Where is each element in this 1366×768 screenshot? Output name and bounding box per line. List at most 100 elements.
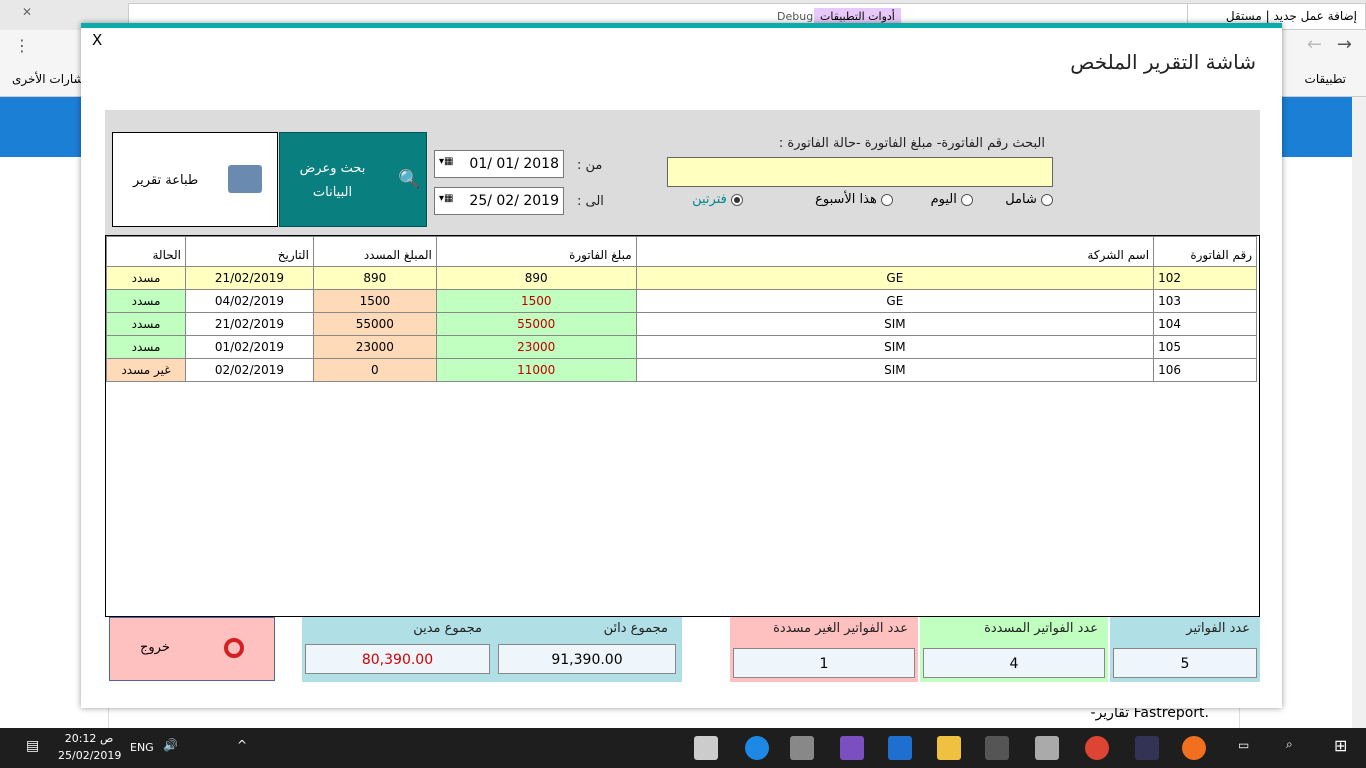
col-amount[interactable]: مبلغ الفاتورة <box>435 236 637 267</box>
volume-icon[interactable]: 🔊 <box>163 738 178 752</box>
cell-date[interactable]: 01/02/2019 <box>184 335 314 359</box>
radio-today[interactable]: اليوم <box>931 192 973 207</box>
from-label: من : <box>577 158 603 173</box>
cell-paid[interactable]: 890 <box>312 266 437 290</box>
app-icon[interactable] <box>1035 736 1059 760</box>
page-scrollbar[interactable] <box>1352 97 1366 728</box>
close-icon[interactable]: ✕ <box>22 5 33 19</box>
cell-paid[interactable]: 55000 <box>312 312 437 336</box>
cell-company[interactable]: GE <box>635 266 1155 290</box>
radio-all[interactable]: شامل <box>1005 192 1053 207</box>
cell-date[interactable]: 21/02/2019 <box>184 266 314 290</box>
col-company[interactable]: اسم الشركة <box>635 236 1155 267</box>
browser-tab-bar: إضافة عمل جديد | مستقل أدوات التطبيقات D… <box>0 0 1366 30</box>
radio-week[interactable]: هذا الأسبوع <box>815 192 893 207</box>
back-icon[interactable]: → <box>1336 34 1352 55</box>
cell-date[interactable]: 04/02/2019 <box>184 289 314 313</box>
col-invoice-number[interactable]: رقم الفاتورة <box>1153 236 1257 267</box>
cell-date[interactable]: 21/02/2019 <box>184 312 314 336</box>
forward-icon[interactable]: ← <box>1306 34 1322 55</box>
app-icon-2[interactable] <box>1135 736 1159 760</box>
cell-status[interactable]: مسدد <box>106 266 186 290</box>
cell-status[interactable]: مسدد <box>106 289 186 313</box>
notepad-icon[interactable] <box>694 736 718 760</box>
calendar-dropdown-icon[interactable]: ▾▦ <box>439 156 454 167</box>
edge-icon[interactable] <box>888 736 912 760</box>
printer-icon <box>228 165 262 193</box>
exit-label: خروج <box>140 640 170 655</box>
cell-status[interactable]: مسدد <box>106 335 186 359</box>
table-row[interactable]: 103 GE 1500 1500 04/02/2019 مسدد <box>106 289 1257 313</box>
from-date-picker[interactable]: ▾▦ 01/ 01/ 2018 <box>434 150 564 178</box>
table-row[interactable]: 102 GE 890 890 21/02/2019 مسدد <box>106 266 1257 290</box>
radio-icon-checked[interactable] <box>731 193 743 206</box>
search-label: البحث رقم الفاتورة- مبلغ الفاتورة -حالة … <box>778 136 1045 151</box>
language-indicator[interactable]: ENG <box>130 741 154 754</box>
radio-two-periods[interactable]: فترتين <box>692 192 743 207</box>
database-icon[interactable] <box>790 736 814 760</box>
table-row[interactable]: 105 SIM 23000 23000 01/02/2019 مسدد <box>106 335 1257 359</box>
search-icon[interactable]: ⌕ <box>1286 737 1293 751</box>
chrome-icon[interactable] <box>1085 736 1109 760</box>
table-row[interactable]: 106 SIM 11000 0 02/02/2019 غير مسدد <box>106 358 1257 382</box>
col-status[interactable]: الحالة <box>106 236 186 267</box>
cell-invoice-number[interactable]: 106 <box>1153 358 1257 382</box>
visual-studio-icon[interactable] <box>840 736 864 760</box>
vs-window: أدوات التطبيقات Debug <box>128 3 1188 25</box>
task-view-icon[interactable]: ▭ <box>1238 738 1250 752</box>
radio-icon[interactable] <box>881 193 893 206</box>
col-date[interactable]: التاريخ <box>184 236 314 267</box>
teamviewer-icon[interactable] <box>745 736 769 760</box>
cell-invoice-number[interactable]: 103 <box>1153 289 1257 313</box>
tools-icon[interactable] <box>985 736 1009 760</box>
radio-icon[interactable] <box>961 193 973 206</box>
calendar-dropdown-icon[interactable]: ▾▦ <box>439 193 454 204</box>
cell-invoice-number[interactable]: 102 <box>1153 266 1257 290</box>
power-icon <box>224 638 244 658</box>
invoice-count-value: 5 <box>1113 648 1257 678</box>
exit-button[interactable]: خروج <box>109 617 275 681</box>
table-row[interactable]: 104 SIM 55000 55000 21/02/2019 مسدد <box>106 312 1257 336</box>
unpaid-count-box: عدد الفواتير الغير مسددة 1 <box>730 617 918 682</box>
radio-icon[interactable] <box>1041 193 1053 206</box>
cell-company[interactable]: GE <box>635 289 1155 313</box>
windows-start-icon[interactable]: ⊞ <box>1334 736 1348 755</box>
cell-paid[interactable]: 0 <box>312 358 437 382</box>
file-explorer-icon[interactable] <box>937 736 961 760</box>
invoice-count-box: عدد الفواتير 5 <box>1110 617 1260 682</box>
cell-amount[interactable]: 23000 <box>435 335 637 359</box>
debit-total-label: مجموع مدين <box>413 621 482 636</box>
grid-header: رقم الفاتورة اسم الشركة مبلغ الفاتورة ال… <box>106 236 1257 267</box>
cell-amount[interactable]: 890 <box>435 266 637 290</box>
period-radio-group: شامل اليوم هذا الأسبوع فترتين <box>673 192 1053 212</box>
clock-date[interactable]: 25/02/2019 <box>58 749 122 762</box>
print-button-label: طباعة تقرير <box>133 173 199 188</box>
col-paid[interactable]: المبلغ المسدد <box>312 236 437 267</box>
vs-tools-tab[interactable]: أدوات التطبيقات <box>814 8 901 25</box>
clock-time[interactable]: 20:12 ص <box>64 732 114 745</box>
cell-amount[interactable]: 1500 <box>435 289 637 313</box>
bookmark-other[interactable]: إشارات الأخرى <box>12 72 87 86</box>
cell-status[interactable]: مسدد <box>106 312 186 336</box>
notifications-icon[interactable]: ▤ <box>26 738 40 754</box>
search-show-data-button[interactable]: بحث وعرض البيانات 🔍 <box>279 132 427 227</box>
cell-invoice-number[interactable]: 104 <box>1153 312 1257 336</box>
cell-date[interactable]: 02/02/2019 <box>184 358 314 382</box>
cell-status[interactable]: غير مسدد <box>106 358 186 382</box>
bookmark-apps[interactable]: تطبيقات <box>1304 72 1346 86</box>
cell-paid[interactable]: 1500 <box>312 289 437 313</box>
cell-amount[interactable]: 11000 <box>435 358 637 382</box>
cell-paid[interactable]: 23000 <box>312 335 437 359</box>
cell-invoice-number[interactable]: 105 <box>1153 335 1257 359</box>
cell-company[interactable]: SIM <box>635 335 1155 359</box>
to-date-picker[interactable]: ▾▦ 25/ 02/ 2019 <box>434 187 564 215</box>
cell-company[interactable]: SIM <box>635 312 1155 336</box>
show-hidden-icons[interactable]: ^ <box>237 738 248 752</box>
print-report-button[interactable]: طباعة تقرير <box>112 132 278 227</box>
firefox-icon[interactable] <box>1182 736 1206 760</box>
dialog-close-button[interactable]: X <box>92 31 103 49</box>
cell-amount[interactable]: 55000 <box>435 312 637 336</box>
search-input[interactable] <box>667 157 1053 187</box>
cell-company[interactable]: SIM <box>635 358 1155 382</box>
menu-icon[interactable]: ⋮ <box>14 36 30 55</box>
